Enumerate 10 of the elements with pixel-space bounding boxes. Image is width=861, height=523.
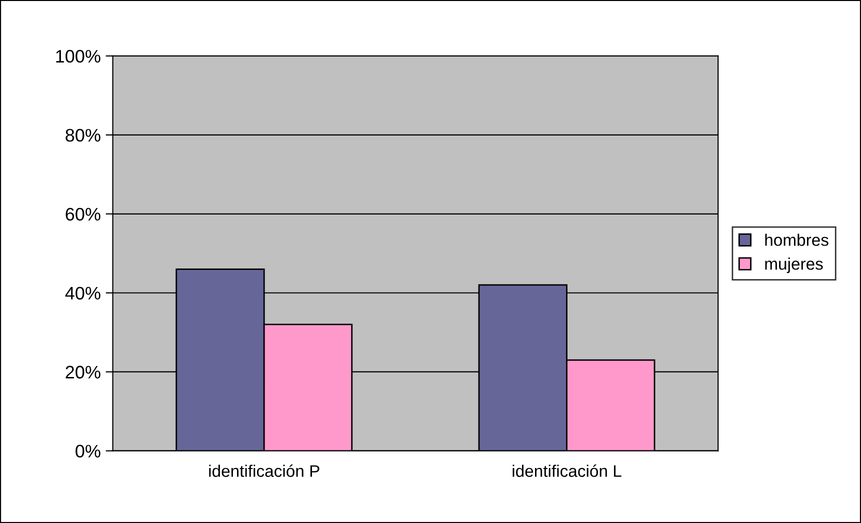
y-tick-label: 100%: [56, 50, 100, 63]
y-tick-label: 80%: [66, 128, 100, 142]
y-tick-label: 0%: [76, 444, 100, 458]
y-tick-label: 60%: [66, 208, 100, 221]
legend-label: mujeres: [765, 258, 823, 274]
x-tick-label: identificación P: [209, 464, 320, 477]
x-tick-label: identificación L: [512, 464, 622, 477]
y-tick-label: 20%: [66, 366, 100, 379]
y-tick-label: 40%: [65, 286, 100, 300]
legend-label: hombres: [765, 234, 828, 246]
